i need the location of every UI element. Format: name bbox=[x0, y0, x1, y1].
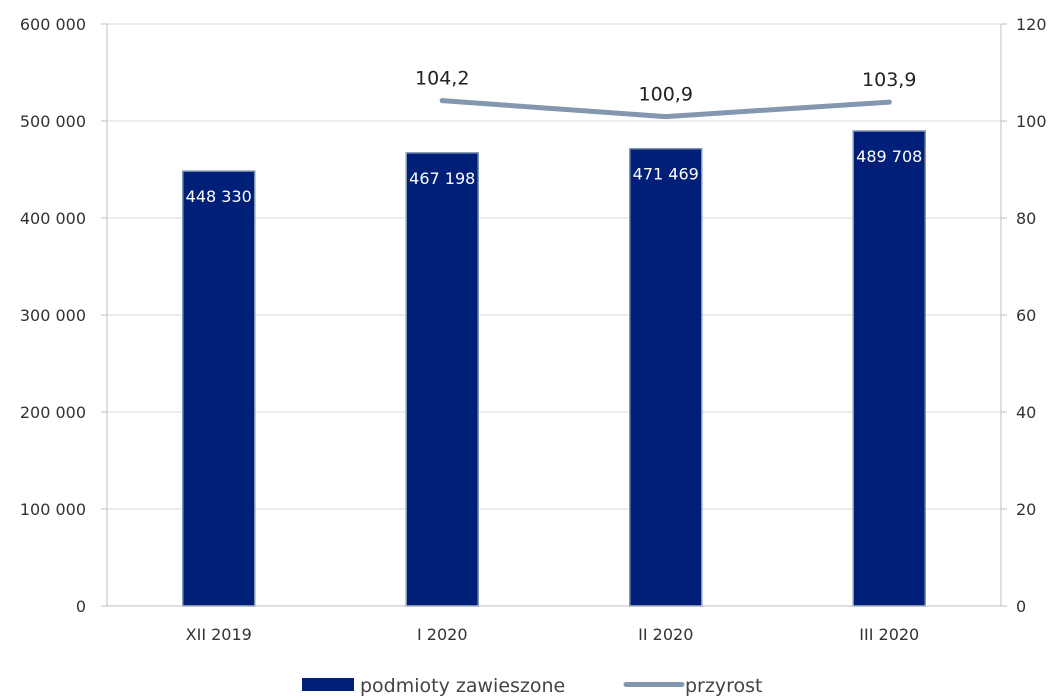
left-axis-ticks: 0 100 000 200 000 300 000 400 000 500 000 600 … bbox=[20, 15, 107, 616]
line-value-label: 104,2 bbox=[415, 68, 469, 90]
right-tick-label: 20 bbox=[1016, 500, 1036, 519]
bar-value-label: 448 330 bbox=[186, 187, 252, 206]
left-tick-label: 300 000 bbox=[20, 306, 86, 325]
line-value-label: 100,9 bbox=[639, 84, 693, 106]
bar-value-label: 489 708 bbox=[856, 147, 922, 166]
gridlines bbox=[107, 23, 1001, 510]
bar bbox=[405, 152, 479, 607]
right-tick-label: 80 bbox=[1016, 209, 1036, 228]
bar bbox=[629, 147, 703, 607]
legend-label-bar: podmioty zawieszone bbox=[360, 675, 565, 697]
right-tick-label: 120 bbox=[1016, 15, 1047, 34]
bar-data-labels: 448 330 467 198 471 469 489 708 bbox=[186, 147, 923, 206]
line-point bbox=[886, 99, 892, 105]
left-tick-label: 400 000 bbox=[20, 209, 86, 228]
line-series bbox=[439, 98, 892, 120]
left-tick-label: 600 000 bbox=[20, 15, 86, 34]
bar-value-label: 467 198 bbox=[409, 169, 475, 188]
legend-label-line: przyrost bbox=[685, 675, 762, 697]
bar bbox=[852, 130, 926, 607]
right-axis-ticks: 0 20 40 60 80 100 120 bbox=[1001, 15, 1047, 616]
x-tick-label: XII 2019 bbox=[186, 625, 252, 644]
left-tick-label: 200 000 bbox=[20, 403, 86, 422]
left-tick-label: 500 000 bbox=[20, 112, 86, 131]
bar bbox=[182, 170, 256, 607]
legend: podmioty zawieszone przyrost bbox=[302, 675, 762, 697]
bar-value-label: 471 469 bbox=[633, 165, 699, 184]
line-value-label: 103,9 bbox=[862, 69, 916, 91]
right-tick-label: 0 bbox=[1016, 597, 1026, 616]
legend-swatch-bar bbox=[302, 678, 354, 691]
line-point bbox=[663, 114, 669, 120]
right-tick-label: 60 bbox=[1016, 306, 1036, 325]
line-point bbox=[439, 98, 445, 104]
line-data-labels: 104,2 100,9 103,9 bbox=[415, 68, 916, 106]
x-axis-ticks: XII 2019 I 2020 II 2020 III 2020 bbox=[186, 625, 920, 644]
x-tick-label: I 2020 bbox=[417, 625, 468, 644]
x-tick-label: II 2020 bbox=[638, 625, 693, 644]
left-tick-label: 100 000 bbox=[20, 500, 86, 519]
x-tick-label: III 2020 bbox=[859, 625, 919, 644]
bar-series bbox=[182, 130, 926, 607]
right-tick-label: 40 bbox=[1016, 403, 1036, 422]
right-tick-label: 100 bbox=[1016, 112, 1047, 131]
left-tick-label: 0 bbox=[76, 597, 86, 616]
